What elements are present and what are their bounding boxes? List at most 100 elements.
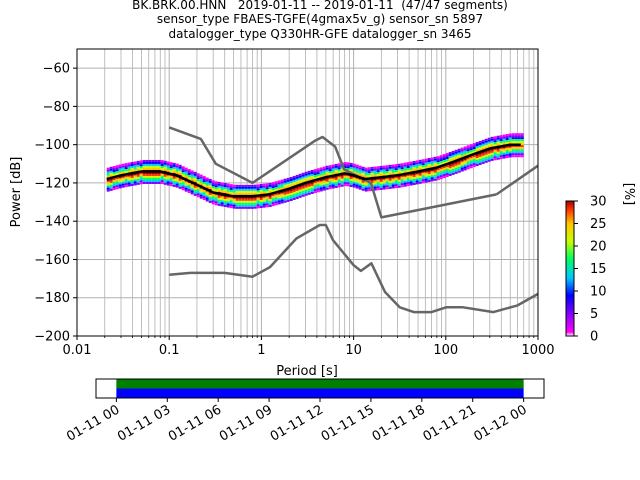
density-cell bbox=[280, 181, 284, 184]
density-cell bbox=[481, 151, 485, 154]
density-cell bbox=[370, 180, 374, 183]
density-cell bbox=[217, 203, 221, 206]
density-cell bbox=[229, 190, 233, 193]
density-cell bbox=[376, 186, 380, 189]
density-cell bbox=[304, 179, 308, 182]
density-cell bbox=[223, 196, 227, 199]
density-cell bbox=[379, 185, 383, 188]
density-cell bbox=[394, 168, 398, 171]
density-cell bbox=[364, 167, 368, 170]
density-cell bbox=[316, 176, 320, 179]
density-cell bbox=[373, 188, 377, 191]
density-cell bbox=[448, 167, 452, 170]
density-cell bbox=[421, 175, 425, 178]
x-tick-label: 1 bbox=[257, 343, 265, 358]
density-cell bbox=[316, 188, 320, 191]
density-cell bbox=[403, 166, 407, 169]
density-cell bbox=[358, 167, 362, 170]
density-cell bbox=[313, 189, 317, 192]
density-cell bbox=[112, 170, 116, 173]
density-cell bbox=[505, 136, 509, 139]
density-cell bbox=[406, 168, 410, 171]
density-cell bbox=[205, 185, 209, 188]
density-cell bbox=[121, 165, 125, 168]
density-cell bbox=[481, 141, 485, 144]
density-cell bbox=[364, 181, 368, 184]
density-cell bbox=[391, 170, 395, 173]
density-cell bbox=[148, 161, 152, 164]
density-cell bbox=[352, 169, 356, 172]
density-cell bbox=[313, 191, 317, 194]
density-cell bbox=[337, 165, 341, 168]
density-cell bbox=[229, 200, 233, 203]
density-cell bbox=[127, 178, 131, 181]
density-cell bbox=[112, 186, 116, 189]
density-cell bbox=[268, 196, 272, 199]
density-cell bbox=[301, 188, 305, 191]
density-cell bbox=[427, 164, 431, 167]
density-cell bbox=[367, 171, 371, 174]
density-cell bbox=[112, 180, 116, 183]
density-cell bbox=[259, 189, 263, 192]
density-cell bbox=[469, 162, 473, 165]
density-cell bbox=[376, 168, 380, 171]
density-cell bbox=[181, 166, 185, 169]
density-cell bbox=[421, 173, 425, 176]
coverage-bars bbox=[116, 379, 524, 398]
density-cell bbox=[256, 206, 260, 209]
density-cell bbox=[430, 163, 434, 166]
density-cell bbox=[253, 206, 257, 209]
density-cell bbox=[235, 204, 239, 207]
density-cell bbox=[277, 186, 281, 189]
density-cell bbox=[472, 147, 476, 150]
density-cell bbox=[160, 180, 164, 183]
density-cell bbox=[235, 196, 239, 199]
density-cell bbox=[514, 153, 518, 156]
density-cell bbox=[373, 166, 377, 169]
density-cell bbox=[457, 170, 461, 173]
density-cell bbox=[412, 182, 416, 185]
density-cell bbox=[292, 179, 296, 182]
density-cell bbox=[505, 138, 509, 141]
density-cell bbox=[304, 185, 308, 188]
density-cell bbox=[283, 186, 287, 189]
density-cell bbox=[259, 187, 263, 190]
density-cell bbox=[238, 192, 242, 195]
density-cell bbox=[211, 186, 215, 189]
noise-model-line-3 bbox=[495, 164, 538, 196]
density-cell bbox=[397, 169, 401, 172]
density-cell bbox=[157, 163, 161, 166]
density-cell bbox=[499, 139, 503, 142]
density-cell bbox=[394, 178, 398, 181]
density-cell bbox=[457, 166, 461, 169]
density-cell bbox=[376, 182, 380, 185]
density-cell bbox=[256, 184, 260, 187]
y-tick-label: −80 bbox=[43, 100, 70, 115]
density-cell bbox=[352, 177, 356, 180]
density-cell bbox=[214, 199, 218, 202]
density-cell bbox=[430, 159, 434, 162]
density-cell bbox=[478, 144, 482, 147]
density-cell bbox=[127, 168, 131, 171]
density-cell bbox=[124, 185, 128, 188]
density-cell bbox=[424, 164, 428, 167]
density-cell bbox=[157, 181, 161, 184]
density-cell bbox=[256, 204, 260, 207]
density-cell bbox=[316, 170, 320, 173]
density-cell bbox=[466, 159, 470, 162]
density-cell bbox=[253, 198, 257, 201]
density-cell bbox=[109, 182, 113, 185]
density-cell bbox=[145, 181, 149, 184]
y-tick-label: −100 bbox=[34, 138, 70, 153]
density-cell bbox=[352, 185, 356, 188]
density-cell bbox=[223, 198, 227, 201]
density-cell bbox=[451, 154, 455, 157]
density-cell bbox=[388, 172, 392, 175]
density-cell bbox=[289, 178, 293, 181]
density-cell bbox=[241, 190, 245, 193]
density-cell bbox=[292, 183, 296, 186]
density-cell bbox=[238, 196, 242, 199]
density-cell bbox=[289, 182, 293, 185]
density-cell bbox=[448, 155, 452, 158]
density-cell bbox=[505, 140, 509, 143]
